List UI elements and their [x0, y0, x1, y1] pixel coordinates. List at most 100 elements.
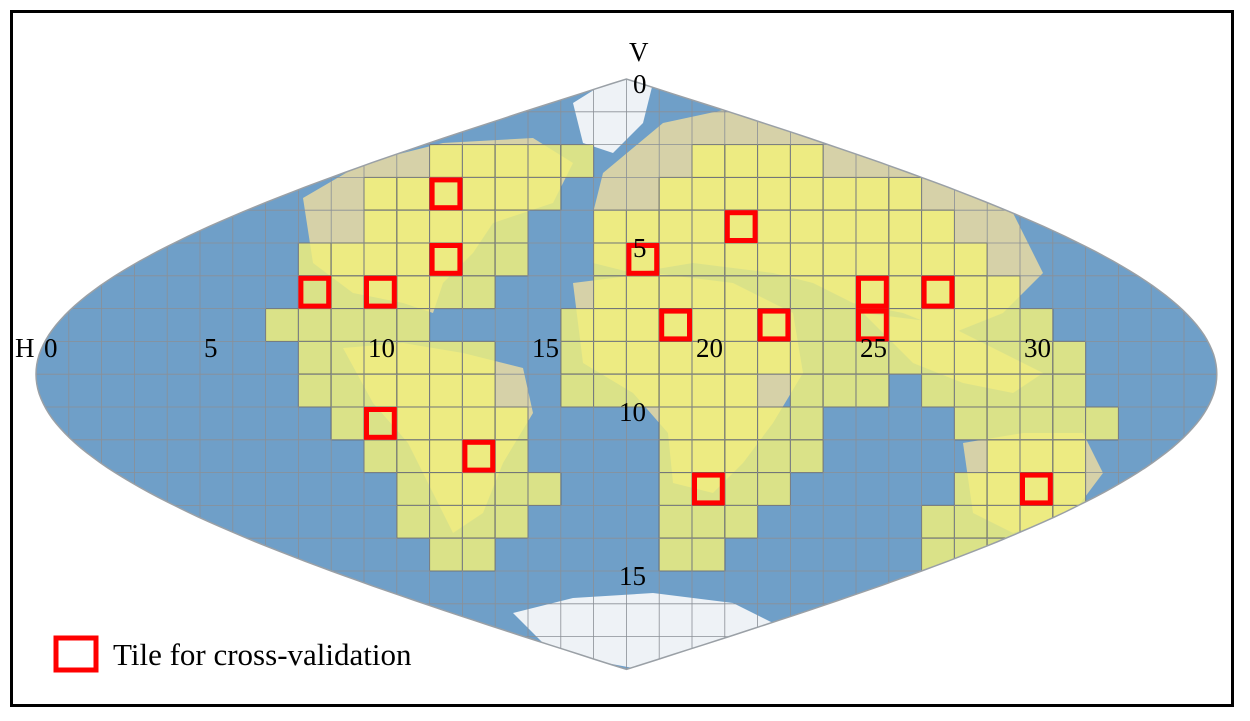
- selected-tile: [527, 472, 562, 506]
- selected-tile: [757, 176, 791, 211]
- selected-tile: [658, 340, 693, 375]
- h-tick-label: 5: [204, 333, 218, 363]
- validation-tile: [921, 275, 955, 309]
- selected-tile: [691, 439, 726, 474]
- selected-tile: [593, 209, 627, 244]
- selected-tile: [691, 308, 726, 342]
- globe-outline: [35, 78, 1218, 671]
- selected-tile: [658, 472, 693, 506]
- selected-tile: [1019, 373, 1054, 408]
- selected-tile: [1019, 308, 1054, 342]
- selected-tile: [396, 406, 431, 441]
- validation-tile: [429, 243, 463, 276]
- selected-tile: [855, 209, 890, 244]
- selected-tile: [822, 308, 857, 342]
- selected-tile: [953, 373, 988, 408]
- selected-tile: [691, 209, 726, 244]
- selected-tile: [625, 340, 660, 375]
- selected-tile: [724, 242, 759, 277]
- selected-tile: [724, 308, 759, 342]
- selected-tile: [461, 373, 496, 408]
- selected-tile: [461, 504, 496, 539]
- selected-tile: [494, 472, 529, 506]
- selected-tile: [658, 242, 693, 277]
- v-tick-label: 0: [633, 69, 647, 99]
- validation-tile: [364, 407, 397, 440]
- selected-tile: [593, 242, 627, 277]
- h-tick-label: 25: [860, 333, 887, 363]
- selected-tile: [789, 176, 824, 211]
- ice-antarctica: [513, 593, 773, 668]
- selected-tile: [1052, 373, 1087, 408]
- selected-tile: [429, 472, 463, 506]
- selected-tile: [691, 275, 726, 310]
- selected-tile: [363, 439, 398, 474]
- selected-tile: [396, 373, 431, 408]
- selected-tile: [986, 373, 1021, 408]
- h-tick-label: 30: [1024, 333, 1051, 363]
- selected-tile: [461, 144, 496, 178]
- validation-tile: [692, 472, 725, 506]
- selected-tile: [921, 308, 955, 342]
- selected-tile: [1019, 537, 1054, 572]
- selected-tile: [396, 209, 431, 244]
- validation-tile: [429, 177, 463, 211]
- selected-tile: [789, 144, 824, 178]
- selected-tile: [953, 537, 988, 572]
- selected-tile: [757, 144, 791, 178]
- selected-tile: [658, 209, 693, 244]
- selected-tile: [953, 406, 988, 441]
- selected-tile: [953, 472, 988, 506]
- selected-tile: [429, 504, 463, 539]
- selected-tile: [921, 340, 955, 375]
- selected-tile: [297, 242, 332, 277]
- selected-tile: [855, 176, 890, 211]
- selected-tile: [429, 373, 463, 408]
- selected-tile: [986, 472, 1021, 506]
- selected-tile: [330, 275, 365, 310]
- selected-tile: [461, 537, 496, 572]
- selected-tile: [789, 242, 824, 277]
- selected-tile: [757, 472, 791, 506]
- selected-tile: [625, 242, 660, 277]
- selected-tile: [1052, 439, 1087, 474]
- selected-tile: [724, 176, 759, 211]
- selected-tile: [757, 439, 791, 474]
- selected-tile: [560, 373, 595, 408]
- selected-tile: [363, 406, 398, 441]
- selected-tile: [822, 242, 857, 277]
- selected-tile: [265, 308, 299, 342]
- legend: Tile for cross-validation: [53, 635, 412, 673]
- selected-tile: [986, 504, 1021, 539]
- selected-tile: [953, 275, 988, 310]
- selected-tile: [757, 209, 791, 244]
- selected-tile: [921, 209, 955, 244]
- selected-tile: [724, 340, 759, 375]
- selected-tile: [396, 242, 431, 277]
- selected-tile: [789, 439, 824, 474]
- selected-tile: [429, 209, 463, 244]
- selected-tile: [953, 308, 988, 342]
- selected-tile: [396, 308, 431, 342]
- selected-tile: [921, 373, 955, 408]
- selected-tile: [921, 242, 955, 277]
- ice-greenland: [573, 79, 653, 153]
- selected-tile: [757, 340, 791, 375]
- selected-tile: [658, 176, 693, 211]
- selected-tile: [789, 275, 824, 310]
- selected-tile: [658, 439, 693, 474]
- selected-tile: [297, 275, 332, 310]
- v-tick-labels: 0 5 10 15: [619, 69, 647, 591]
- selected-tile: [363, 209, 398, 244]
- selected-tile: [494, 406, 529, 441]
- selected-tile: [429, 439, 463, 474]
- selected-tile: [953, 242, 988, 277]
- selected-tile: [855, 242, 890, 277]
- selected-tile: [855, 373, 890, 408]
- validation-tiles-layer: [298, 177, 1053, 506]
- selected-tile: [822, 373, 857, 408]
- selected-tile: [429, 275, 463, 310]
- selected-tile: [789, 406, 824, 441]
- selected-tile: [1019, 439, 1054, 474]
- validation-tile: [856, 308, 889, 342]
